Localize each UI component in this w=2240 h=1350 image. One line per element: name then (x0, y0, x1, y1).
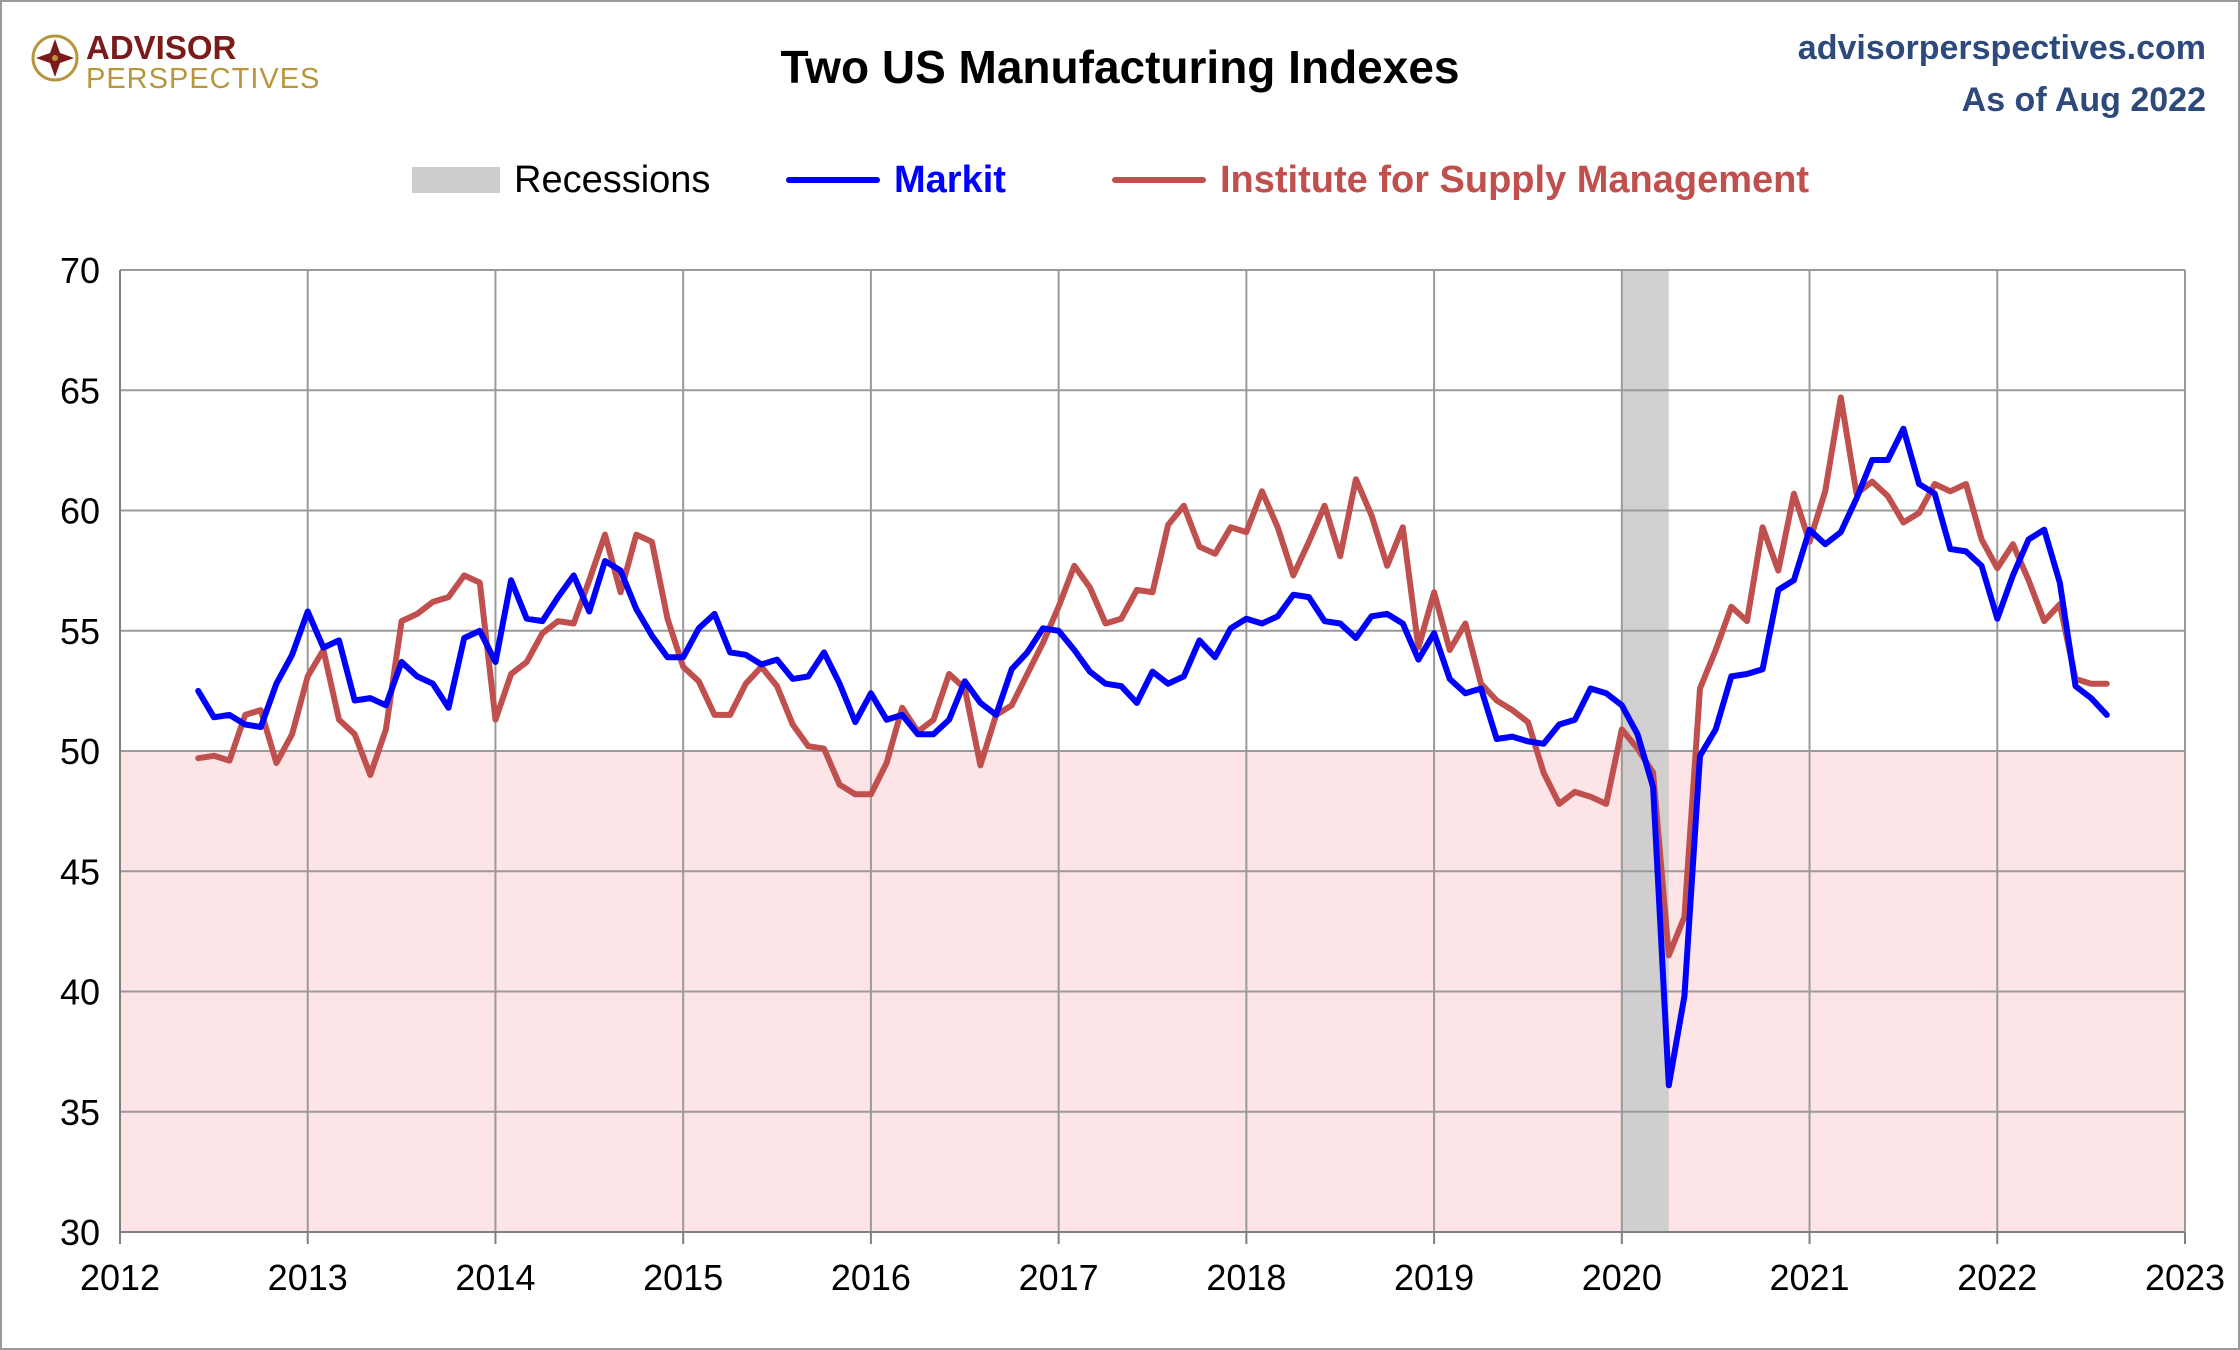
site-url[interactable]: advisorperspectives.com (1797, 29, 2206, 67)
x-tick-label-2017: 2017 (1019, 1257, 1099, 1298)
x-tick-label-2023: 2023 (2145, 1257, 2225, 1298)
x-tick-label-2015: 2015 (643, 1257, 723, 1298)
legend-item-markit: Markit (786, 150, 1006, 210)
legend-item-recessions: Recessions (412, 150, 710, 210)
series-lines (195, 394, 2110, 1089)
brand-name-top: ADVISOR (86, 29, 237, 66)
legend: Recessions Markit Institute for Supply M… (0, 150, 2240, 210)
ism-line (195, 394, 2110, 959)
source-block: advisorperspectives.com As of Aug 2022 (1798, 22, 2206, 126)
x-tick-label-2016: 2016 (831, 1257, 911, 1298)
y-tick-label-60: 60 (60, 491, 100, 532)
x-tick-label-2013: 2013 (268, 1257, 348, 1298)
x-tick-label-2014: 2014 (455, 1257, 535, 1298)
x-tick-label-2012: 2012 (80, 1257, 160, 1298)
markit-swatch (786, 177, 880, 183)
compass-rose-icon (31, 34, 79, 82)
x-tick-label-2022: 2022 (1957, 1257, 2037, 1298)
x-tick-label-2019: 2019 (1394, 1257, 1474, 1298)
ism-swatch (1112, 177, 1206, 183)
as-of-date: As of Aug 2022 (1961, 81, 2206, 119)
y-tick-label-65: 65 (60, 370, 100, 411)
y-tick-label-70: 70 (60, 250, 100, 291)
axes: 30 35 40 45 50 55 60 65 70 2012 2013 2014 2015 2016 20… (60, 250, 2225, 1298)
recession-swatch (412, 167, 500, 193)
legend-label-ism: Institute for Supply Management (1220, 158, 1810, 201)
advisor-perspectives-logo: ADVISOR PERSPECTIVES (31, 29, 320, 95)
x-tick-label-2021: 2021 (1769, 1257, 1849, 1298)
legend-label-recessions: Recessions (514, 158, 711, 201)
markit-line (195, 425, 2110, 1089)
x-tick-label-2020: 2020 (1582, 1257, 1662, 1298)
x-tick-label-2018: 2018 (1206, 1257, 1286, 1298)
y-tick-label-50: 50 (60, 731, 100, 772)
y-tick-label-40: 40 (60, 972, 100, 1013)
legend-item-ism: Institute for Supply Management (1112, 150, 1809, 210)
brand-name-bottom: PERSPECTIVES (86, 63, 320, 95)
y-tick-label-55: 55 (60, 611, 100, 652)
y-tick-label-45: 45 (60, 851, 100, 892)
chart-title: Two US Manufacturing Indexes (780, 41, 1460, 93)
y-tick-label-35: 35 (60, 1092, 100, 1133)
legend-label-markit: Markit (894, 158, 1006, 201)
y-tick-label-30: 30 (60, 1212, 100, 1253)
